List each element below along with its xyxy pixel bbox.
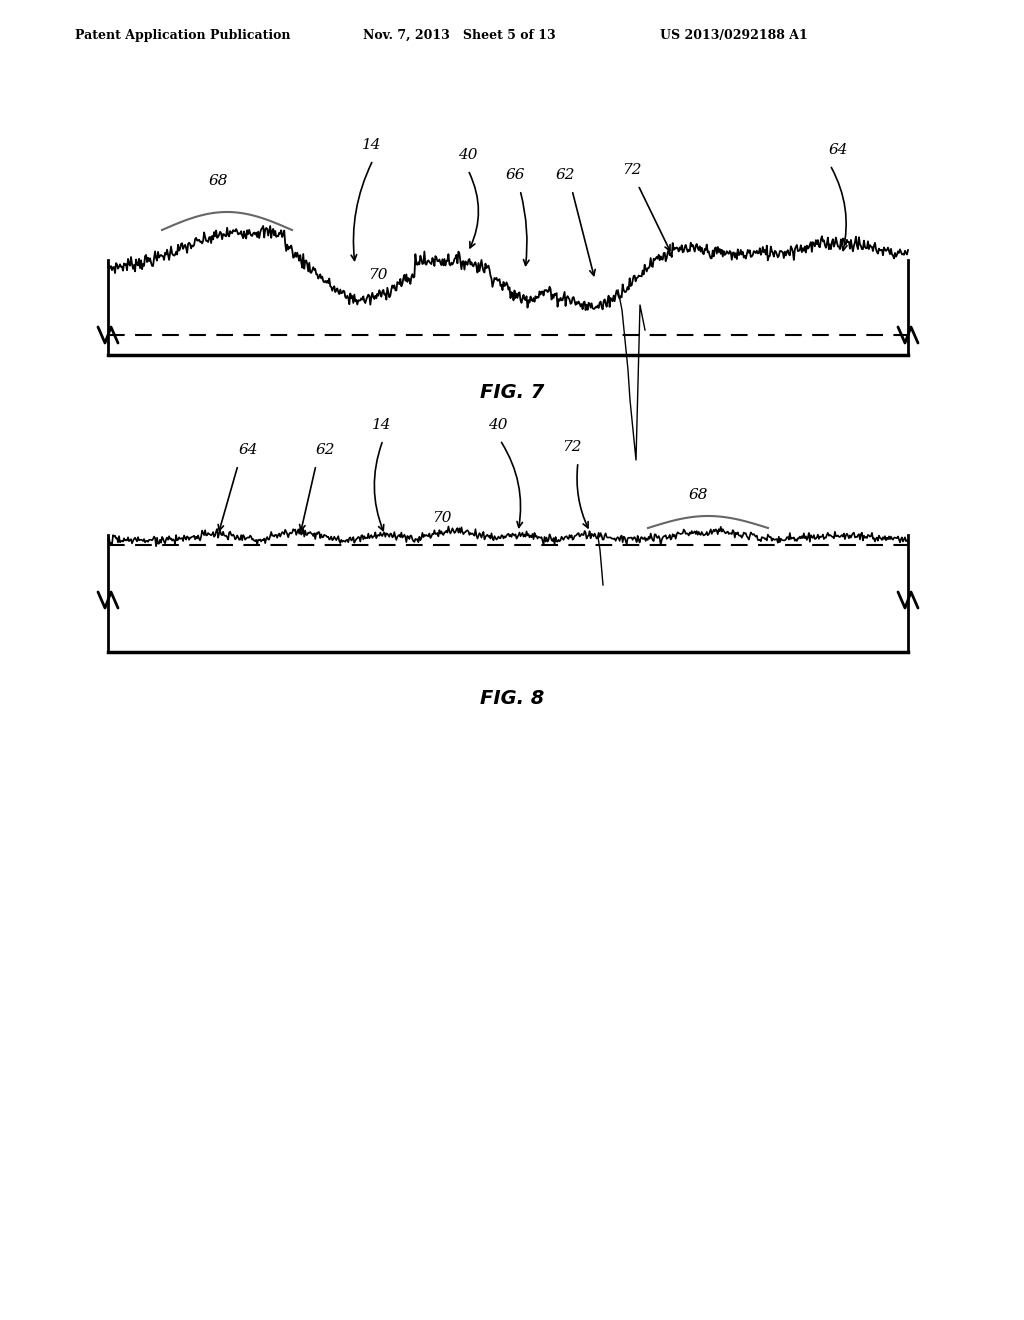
- Text: 40: 40: [488, 418, 508, 432]
- Text: 68: 68: [688, 488, 708, 502]
- Text: 62: 62: [315, 444, 335, 457]
- Text: US 2013/0292188 A1: US 2013/0292188 A1: [660, 29, 808, 41]
- Text: 64: 64: [239, 444, 258, 457]
- Text: 66: 66: [505, 168, 524, 182]
- Text: Patent Application Publication: Patent Application Publication: [75, 29, 291, 41]
- Text: Nov. 7, 2013   Sheet 5 of 13: Nov. 7, 2013 Sheet 5 of 13: [362, 29, 556, 41]
- Text: 68: 68: [208, 174, 227, 187]
- Text: 40: 40: [459, 148, 478, 162]
- Text: 70: 70: [432, 511, 452, 525]
- Text: 64: 64: [828, 143, 848, 157]
- Text: FIG. 7: FIG. 7: [480, 383, 544, 401]
- Text: 72: 72: [562, 440, 582, 454]
- Text: 62: 62: [555, 168, 574, 182]
- Text: 72: 72: [623, 162, 642, 177]
- Text: 14: 14: [373, 418, 392, 432]
- Text: 14: 14: [362, 139, 382, 152]
- Text: FIG. 8: FIG. 8: [480, 689, 544, 708]
- Text: 70: 70: [368, 268, 387, 282]
